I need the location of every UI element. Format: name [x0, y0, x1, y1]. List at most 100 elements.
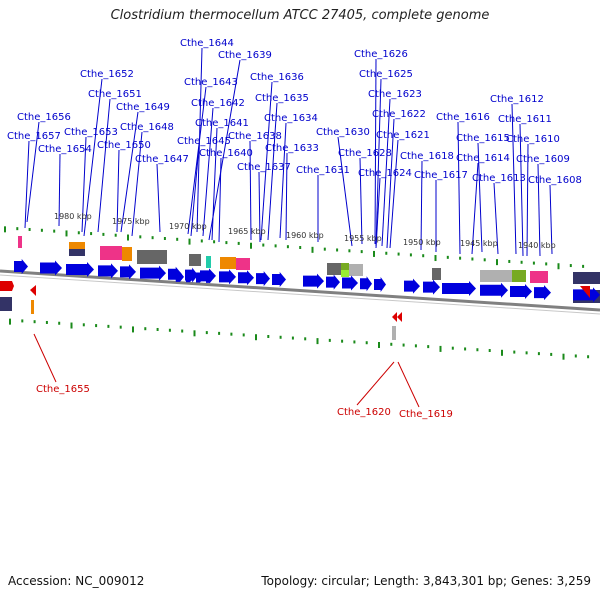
- backbone-curve: [0, 269, 600, 312]
- gene-label: Cthe_1609: [516, 154, 570, 165]
- gene-label: Cthe_1651: [88, 89, 142, 100]
- gene-label: Cthe_1621: [376, 130, 430, 141]
- forward-gene-arrow: [342, 275, 358, 291]
- scale-label: 1970 kbp: [169, 222, 207, 231]
- cog-category-box: [137, 250, 167, 264]
- callout-line: [511, 103, 517, 255]
- cog-category-box: [349, 264, 363, 276]
- gene-label: Cthe_1639: [218, 50, 272, 61]
- gene-label: Cthe_1622: [372, 109, 426, 120]
- scale-label: 1975 kbp: [112, 217, 150, 226]
- gene-label: Cthe_1611: [498, 114, 552, 125]
- cog-category-box: [69, 242, 85, 249]
- callout-line: [537, 163, 541, 257]
- forward-gene-arrow: [360, 276, 372, 292]
- callout-line: [359, 157, 363, 245]
- cog-category-box: [392, 326, 396, 340]
- gene-label: Cthe_1641: [195, 118, 249, 129]
- gene-label: Cthe_1633: [265, 143, 319, 154]
- callout-line: [279, 122, 287, 239]
- cog-category-boxes: [0, 236, 600, 340]
- scale-label: 1960 kbp: [286, 231, 324, 240]
- callout-line: [386, 118, 395, 249]
- gene-label: Cthe_1643: [184, 77, 238, 88]
- reverse-gene-arrow: [397, 312, 402, 322]
- gene-label: Cthe_1614: [456, 153, 510, 164]
- forward-gene-arrow: [66, 262, 94, 277]
- cog-category-box: [530, 271, 548, 283]
- forward-gene-arrow: [510, 284, 532, 300]
- gene-label: Cthe_1637: [237, 162, 291, 173]
- cog-category-box: [236, 258, 250, 270]
- callout-line: [493, 182, 499, 255]
- callout-line: [526, 143, 529, 257]
- forward-gene-arrow: [14, 259, 28, 275]
- callout-line: [83, 78, 103, 237]
- gene-label: Cthe_1635: [255, 93, 309, 104]
- gene-label: Cthe_1656: [17, 112, 71, 123]
- callout-line: [477, 142, 483, 253]
- forward-gene-arrow: [206, 272, 214, 283]
- forward-gene-arrow: [480, 282, 508, 298]
- cog-category-box: [18, 236, 22, 248]
- callout-line: [397, 361, 420, 408]
- gene-label: Cthe_1618: [400, 151, 454, 162]
- gene-label: Cthe_1652: [80, 69, 134, 80]
- label-callout-lines: [24, 47, 553, 408]
- forward-gene-arrow: [140, 265, 166, 281]
- gene-label: Cthe_1648: [120, 122, 174, 133]
- accession-text: Accession: NC_009012: [8, 574, 145, 588]
- callout-line: [471, 162, 479, 255]
- forward-gene-arrow: [40, 260, 62, 276]
- callout-line: [33, 333, 57, 383]
- scale-label: 1980 kbp: [54, 212, 92, 221]
- scale-labels: 1980 kbp 1975 kbp 1970 kbp 1965 kbp 1960 kbp…: [54, 212, 556, 250]
- gene-label: Cthe_1655: [36, 384, 90, 395]
- cog-category-box: [69, 249, 85, 256]
- callout-line: [381, 98, 391, 247]
- callout-line: [187, 86, 207, 235]
- gene-label: Cthe_1642: [191, 98, 245, 109]
- callout-line: [267, 102, 278, 241]
- forward-gene-arrow: [196, 272, 204, 283]
- callout-line: [202, 107, 214, 237]
- callout-line: [260, 81, 273, 241]
- forward-gene-arrow: [404, 278, 420, 294]
- gene-label: Cthe_1636: [250, 72, 304, 83]
- callout-line: [81, 136, 87, 233]
- callout-line: [190, 145, 200, 237]
- gene-label: Cthe_1612: [490, 94, 544, 105]
- cog-category-box: [480, 270, 512, 282]
- reverse-gene-arrow: [30, 285, 36, 296]
- forward-gene-arrow: [219, 269, 236, 285]
- genome-summary-text: Topology: circular; Length: 3,843,301 bp…: [261, 574, 591, 588]
- cog-category-box: [220, 257, 236, 269]
- cog-category-box: [122, 247, 132, 261]
- gene-label: Cthe_1628: [338, 148, 392, 159]
- callout-line: [24, 140, 30, 229]
- reverse-gene-block: [0, 281, 14, 291]
- callout-line: [156, 163, 161, 233]
- scale-label: 1965 kbp: [228, 227, 266, 236]
- gene-label: Cthe_1626: [354, 49, 408, 60]
- gene-label: Cthe_1613: [472, 173, 526, 184]
- scale-label: 1940 kbp: [518, 241, 556, 250]
- callout-line: [374, 58, 377, 245]
- forward-gene-arrow: [256, 271, 270, 287]
- gene-label: Cthe_1653: [64, 127, 118, 138]
- gene-arrows: [0, 259, 600, 322]
- cog-category-box: [31, 300, 34, 314]
- callout-line: [120, 111, 139, 233]
- callout-line: [285, 152, 288, 241]
- gene-label: Cthe_1625: [359, 69, 413, 80]
- callout-line: [420, 160, 423, 251]
- gene-label: Cthe_1645: [177, 136, 231, 147]
- forward-gene-arrow: [573, 287, 600, 303]
- gene-label: Cthe_1654: [38, 144, 92, 155]
- cog-category-box: [100, 246, 122, 260]
- gene-label: Cthe_1644: [180, 38, 234, 49]
- forward-gene-arrow: [176, 271, 184, 282]
- callout-line: [211, 127, 218, 241]
